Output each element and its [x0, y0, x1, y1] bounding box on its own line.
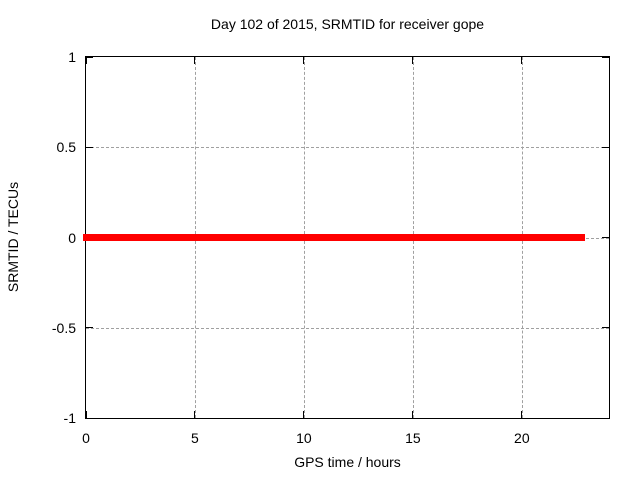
grid-line-horizontal: [86, 147, 609, 149]
y-tick-mark: [602, 327, 609, 329]
y-tick-label: 0.5: [56, 139, 76, 156]
x-tick-label: 5: [191, 430, 199, 446]
y-tick-label: 1: [68, 49, 76, 65]
x-tick-mark: [521, 411, 523, 418]
x-tick-label: 10: [296, 430, 312, 446]
y-axis-label: SRMTID / TECUs: [5, 181, 21, 293]
y-tick-label: -0.5: [51, 319, 76, 336]
x-tick-label: 0: [82, 430, 90, 446]
y-tick-mark: [86, 417, 93, 419]
y-tick-label: 0: [68, 229, 76, 246]
y-tick-mark: [602, 56, 609, 58]
x-axis-label: GPS time / hours: [294, 454, 401, 470]
y-tick-mark: [602, 146, 609, 148]
x-tick-mark: [412, 57, 414, 64]
x-tick-mark: [303, 411, 305, 418]
y-tick-label: -1: [63, 410, 76, 426]
x-tick-mark: [85, 411, 87, 418]
x-tick-mark: [412, 411, 414, 418]
series-line-srmtid: [83, 234, 586, 241]
y-tick-mark: [86, 146, 93, 148]
x-tick-mark: [194, 57, 196, 64]
x-tick-mark: [85, 57, 87, 64]
x-tick-label: 20: [514, 430, 530, 446]
x-tick-mark: [521, 57, 523, 64]
y-tick-mark: [86, 56, 93, 58]
chart-title: Day 102 of 2015, SRMTID for receiver gop…: [210, 16, 485, 32]
x-tick-label: 15: [405, 430, 421, 446]
plot-area: -1 -0.5 0 0.5 1 0 5 10 15 20: [52, 50, 610, 445]
y-tick-mark: [602, 417, 609, 419]
x-tick-mark: [194, 411, 196, 418]
x-tick-mark: [303, 57, 305, 64]
y-tick-mark: [86, 327, 93, 329]
y-tick-mark: [602, 237, 609, 238]
grid-line-horizontal: [86, 327, 609, 329]
